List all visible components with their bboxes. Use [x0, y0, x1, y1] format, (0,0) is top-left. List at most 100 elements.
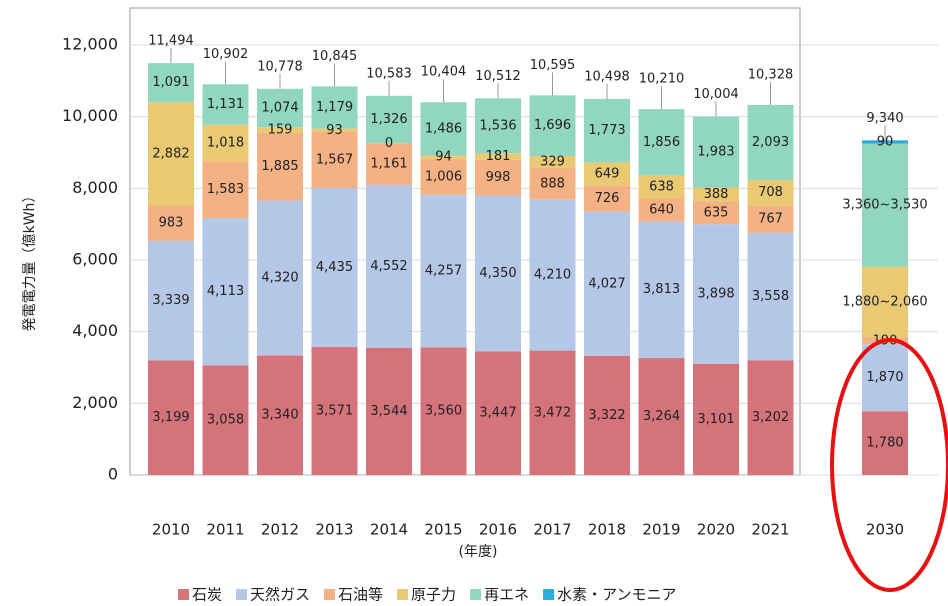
- bar-segment: [148, 360, 194, 475]
- bar-segment: [420, 158, 467, 195]
- bar-segment: [747, 104, 794, 180]
- legend-swatch: [470, 589, 482, 600]
- data-label: 3,571: [316, 404, 353, 419]
- data-label: 3,560: [425, 404, 462, 419]
- data-label: 649: [595, 167, 620, 182]
- data-label: 159: [268, 123, 293, 138]
- bar-segment: [311, 188, 358, 348]
- data-label: 1,880~2,060: [842, 295, 927, 310]
- data-label: 329: [540, 155, 565, 170]
- data-label: 4,350: [479, 266, 516, 281]
- data-label: 767: [758, 212, 783, 227]
- legend-swatch: [178, 589, 189, 600]
- bar-segment: [202, 84, 249, 125]
- data-label: 388: [704, 187, 729, 202]
- data-label: 3,340: [261, 408, 298, 423]
- bar-segment: [475, 351, 521, 475]
- data-label: 1,885: [261, 159, 298, 174]
- total-label: 10,845: [312, 49, 358, 64]
- x-tick-label: 2012: [261, 521, 299, 539]
- total-label: 9,340: [866, 111, 903, 126]
- bar-segment: [257, 132, 303, 201]
- data-label: 635: [704, 205, 729, 220]
- total-label: 10,902: [203, 47, 249, 62]
- bar-segment: [420, 194, 467, 348]
- data-label: 3,813: [643, 282, 680, 297]
- bar-segment: [257, 127, 303, 133]
- data-label: 3,558: [752, 289, 789, 304]
- data-label: 1,983: [697, 145, 734, 160]
- data-label: 983: [159, 216, 184, 231]
- bar-segment: [257, 88, 303, 128]
- bar-segment: [366, 143, 412, 185]
- bar-segment: [529, 95, 576, 157]
- data-label: 3,101: [697, 412, 734, 427]
- data-label: 888: [540, 176, 565, 191]
- x-axis-label: (年度): [459, 544, 498, 560]
- bar-segment: [148, 63, 194, 103]
- data-label: 1,773: [588, 123, 625, 138]
- bar-segment: [693, 187, 739, 202]
- x-tick-label: 2010: [152, 521, 190, 539]
- bar-segment: [693, 363, 739, 475]
- data-label: 640: [649, 202, 674, 217]
- data-label: 4,257: [425, 264, 462, 279]
- bar-segment: [366, 95, 412, 144]
- data-label: 1,179: [316, 100, 353, 115]
- bar-segment: [202, 365, 249, 475]
- bar-segment: [148, 205, 194, 241]
- legend-label: 天然ガス: [250, 586, 310, 604]
- x-tick-label: 2011: [206, 521, 244, 539]
- bar-segment: [638, 358, 685, 475]
- data-label: 1,131: [207, 97, 244, 112]
- x-tick-label: 2016: [479, 521, 517, 539]
- highlight-ellipse: [830, 338, 948, 592]
- bar-segment: [475, 98, 521, 154]
- bar-segment: [584, 355, 630, 475]
- data-label: 1,161: [370, 157, 407, 172]
- y-tick-label: 4,000: [72, 321, 118, 340]
- data-label: 1,018: [207, 136, 244, 151]
- data-label: 3,447: [479, 406, 516, 421]
- data-label: 94: [435, 150, 452, 165]
- total-label: 10,583: [366, 66, 412, 81]
- y-tick-label: 2,000: [72, 393, 118, 412]
- bar-segment: [475, 159, 521, 196]
- data-label: 1,780: [866, 436, 903, 451]
- data-label: 4,435: [316, 260, 353, 275]
- bar-segment: [584, 98, 630, 163]
- bar-segment: [584, 162, 630, 186]
- total-label: 11,494: [148, 34, 194, 49]
- bar-segment: [584, 185, 630, 212]
- data-label: 4,027: [588, 276, 625, 291]
- x-tick-label: 2019: [642, 521, 680, 539]
- bar-segment: [311, 347, 358, 475]
- data-label: 1,696: [534, 118, 571, 133]
- bar-segment: [862, 143, 908, 267]
- bar-segment: [747, 179, 794, 206]
- bar-segment: [638, 198, 685, 222]
- x-tick-label: 2030: [866, 521, 904, 539]
- bar-segment: [366, 184, 412, 349]
- bar-segment: [311, 131, 358, 189]
- total-label: 10,004: [693, 87, 739, 102]
- y-tick-label: 10,000: [62, 106, 118, 125]
- y-tick-label: 12,000: [62, 35, 118, 54]
- legend-swatch: [324, 589, 336, 600]
- y-tick-label: 0: [108, 465, 118, 484]
- data-label: 1,870: [866, 370, 903, 385]
- data-label: 3,322: [588, 408, 625, 423]
- bar-segment: [420, 347, 467, 475]
- data-label: 1,091: [152, 75, 189, 90]
- x-tick-label: 2020: [697, 521, 735, 539]
- bars: [148, 63, 908, 475]
- data-label: 1,583: [207, 182, 244, 197]
- bar-segment: [148, 240, 194, 361]
- data-label: 638: [649, 180, 674, 195]
- bar-segment: [420, 102, 467, 156]
- legend-label: 原子力: [411, 586, 456, 604]
- bar-segment: [862, 344, 908, 412]
- y-tick-label: 8,000: [72, 178, 118, 197]
- bar-segment: [202, 161, 249, 219]
